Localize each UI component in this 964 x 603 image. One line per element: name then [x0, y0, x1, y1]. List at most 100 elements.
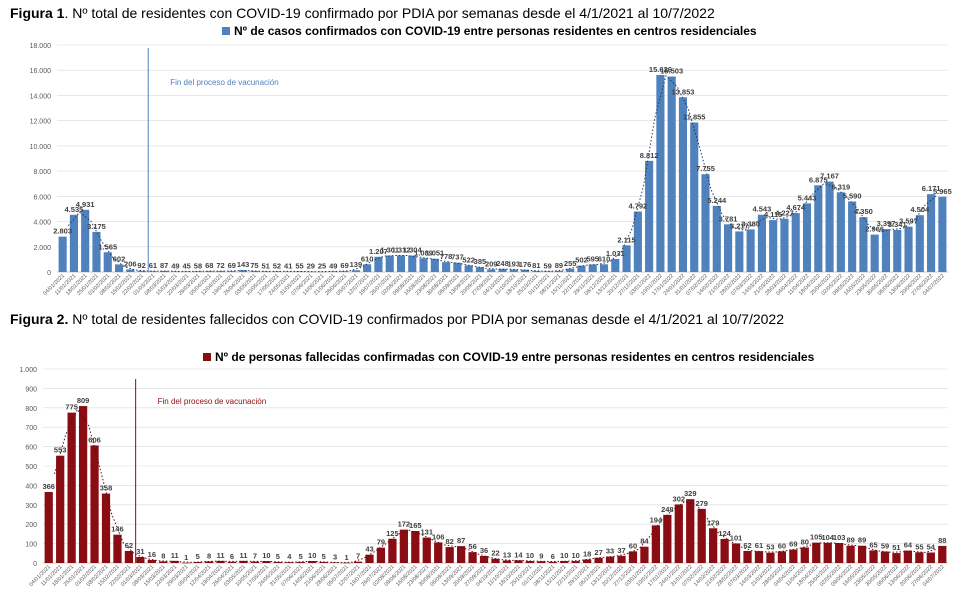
data-label: 9	[539, 551, 543, 560]
y-tick-label: 300	[25, 503, 37, 510]
data-label: 84	[640, 537, 649, 546]
data-label: 172	[398, 520, 411, 529]
bar	[342, 562, 351, 564]
vaccination-annotation: Fin del proceso de vacunación	[170, 78, 279, 87]
data-label: 248	[661, 505, 674, 514]
bar	[656, 74, 665, 272]
bar	[351, 270, 360, 272]
bar	[422, 537, 431, 563]
data-label: 59	[543, 261, 551, 270]
data-label: 8.812	[640, 151, 659, 160]
data-label: 54	[927, 543, 936, 552]
data-label: 52	[273, 261, 281, 270]
data-label: 33	[606, 547, 614, 556]
data-label: 6.319	[831, 182, 850, 191]
data-label: 7.167	[820, 172, 839, 181]
data-label: 143	[237, 260, 250, 269]
data-label: 87	[457, 536, 465, 545]
data-label: 31	[136, 547, 144, 556]
bar	[583, 559, 592, 563]
data-label: 62	[125, 541, 133, 550]
data-label: 64	[904, 541, 913, 550]
data-label: 88	[938, 536, 946, 545]
bar	[633, 211, 642, 272]
bar	[239, 270, 248, 272]
data-label: 81	[532, 261, 540, 270]
bar	[663, 514, 672, 563]
bar	[69, 214, 78, 272]
bar	[835, 543, 844, 563]
bar	[399, 529, 408, 563]
data-label: 5.590	[843, 192, 862, 201]
y-tick-label: 1.000	[19, 367, 37, 374]
bar	[182, 562, 191, 564]
data-label: 6.171	[922, 184, 941, 193]
data-label: 15.626	[649, 65, 672, 74]
data-label: 1.565	[98, 242, 117, 251]
figure-2-caption: Nº total de residentes fallecidos con CO…	[68, 311, 784, 327]
bar	[532, 270, 541, 272]
data-label: 6	[551, 552, 555, 561]
bar	[262, 561, 271, 563]
bar	[800, 547, 809, 563]
bar	[926, 552, 935, 563]
bar	[611, 258, 620, 272]
bar	[701, 174, 710, 272]
data-label: 179	[707, 518, 720, 527]
data-label: 7	[356, 552, 360, 561]
y-tick-label: 16.000	[30, 68, 52, 75]
data-label: 610	[598, 254, 611, 263]
data-label: 553	[54, 446, 67, 455]
data-label: 29	[307, 262, 315, 271]
data-label: 165	[409, 521, 422, 530]
data-label: 5	[322, 552, 326, 561]
y-tick-label: 800	[25, 406, 37, 413]
bar	[554, 270, 563, 272]
bar	[92, 231, 101, 272]
bar	[58, 236, 67, 272]
bar	[479, 556, 489, 563]
data-label: 602	[113, 254, 126, 263]
bar	[296, 562, 305, 563]
figure-1-caption: . Nº total de residentes con COVID-19 co…	[64, 5, 715, 21]
data-label: 595	[586, 254, 599, 263]
bar	[113, 534, 122, 563]
bar	[802, 203, 812, 272]
bar	[640, 546, 649, 563]
bar	[491, 558, 500, 563]
bar	[560, 561, 569, 563]
bar	[67, 412, 76, 563]
data-label: 2.966	[865, 225, 884, 234]
bar	[239, 560, 248, 563]
bar	[709, 528, 718, 563]
bar	[227, 561, 237, 563]
bar	[137, 270, 146, 272]
bar	[78, 406, 88, 563]
bar	[743, 550, 752, 563]
legend-swatch	[203, 353, 211, 361]
bar	[193, 271, 203, 272]
bar	[408, 255, 417, 272]
bar	[205, 271, 214, 272]
data-label: 248	[496, 259, 509, 268]
y-tick-label: 100	[25, 542, 37, 549]
bar	[376, 547, 386, 563]
chart-title: Nº de personas fallecidas confirmadas co…	[215, 350, 815, 364]
bar	[836, 192, 845, 272]
bar	[823, 542, 832, 563]
bar	[746, 229, 755, 272]
data-label: 59	[881, 542, 889, 551]
data-label: 4.792	[628, 202, 647, 211]
y-tick-label: 0	[33, 561, 37, 568]
data-label: 89	[555, 261, 563, 270]
data-label: 105	[810, 533, 823, 542]
data-label: 329	[684, 489, 697, 498]
data-label: 5.443	[798, 193, 817, 202]
data-label: 61	[755, 541, 763, 550]
data-label: 1.207	[369, 247, 388, 256]
data-label: 11	[240, 551, 248, 560]
bar	[520, 269, 530, 272]
data-label: 209	[485, 259, 498, 268]
data-label: 55	[915, 542, 923, 551]
data-label: 5.244	[707, 196, 727, 205]
